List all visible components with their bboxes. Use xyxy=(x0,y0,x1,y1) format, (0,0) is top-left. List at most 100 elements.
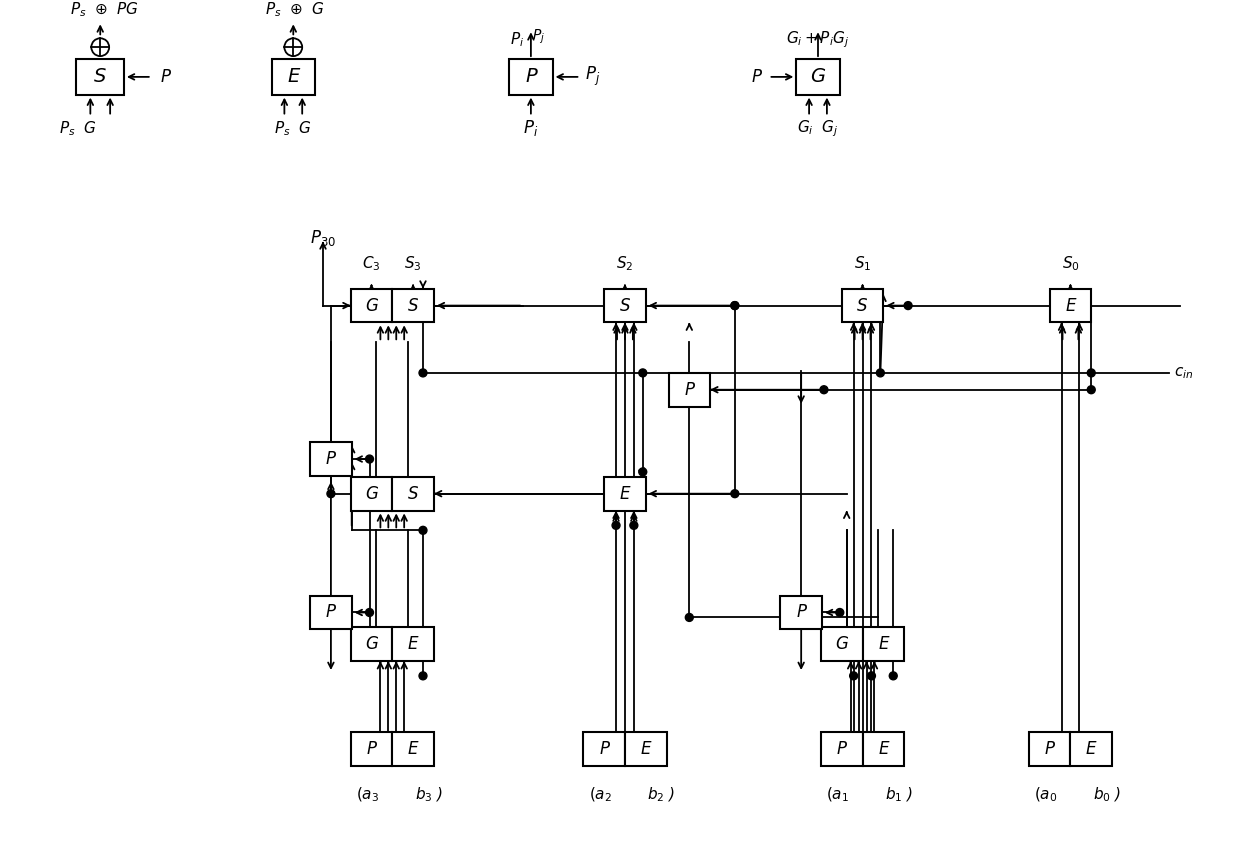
Text: S: S xyxy=(408,484,419,503)
Bar xyxy=(271,59,315,94)
Circle shape xyxy=(685,613,694,621)
Circle shape xyxy=(890,672,897,679)
Bar xyxy=(821,732,862,766)
Circle shape xyxy=(629,521,638,529)
Bar xyxy=(862,732,904,766)
Bar xyxy=(393,627,434,661)
Text: $P$: $P$ xyxy=(751,68,763,86)
Text: S: S xyxy=(94,67,107,87)
Text: $(a_3$: $(a_3$ xyxy=(356,785,379,804)
Text: E: E xyxy=(620,484,631,503)
Text: S: S xyxy=(620,296,631,314)
Text: E: E xyxy=(641,740,650,758)
Text: $P_j$: $P_j$ xyxy=(585,65,600,88)
Text: $(a_2$: $(a_2$ xyxy=(589,785,612,804)
Text: G: G xyxy=(366,635,378,653)
Text: $c_{in}$: $c_{in}$ xyxy=(1175,365,1193,381)
Text: E: E xyxy=(878,740,888,758)
Circle shape xyxy=(92,39,109,56)
Text: E: E xyxy=(408,740,419,758)
Text: $P_s$: $P_s$ xyxy=(265,0,281,19)
Bar xyxy=(77,59,124,94)
Circle shape xyxy=(285,39,302,56)
Bar xyxy=(393,732,434,766)
Text: E: E xyxy=(878,635,888,653)
Text: P: P xyxy=(367,740,377,758)
Text: $b_0$ ): $b_0$ ) xyxy=(1093,785,1121,804)
Text: $P_i$: $P_i$ xyxy=(510,30,524,49)
Text: $P_s$  $G$: $P_s$ $G$ xyxy=(274,119,312,137)
Circle shape xyxy=(731,490,738,497)
Bar xyxy=(393,477,434,510)
Text: E: E xyxy=(1066,296,1075,314)
Text: P: P xyxy=(836,740,846,758)
Text: $b_1$ ): $b_1$ ) xyxy=(885,785,913,804)
Circle shape xyxy=(366,608,373,617)
Bar xyxy=(393,289,434,322)
Text: $\oplus$  $PG$: $\oplus$ $PG$ xyxy=(94,2,139,17)
Text: P: P xyxy=(1044,740,1054,758)
Text: $b_2$ ): $b_2$ ) xyxy=(648,785,675,804)
Text: P: P xyxy=(326,450,336,468)
Text: P: P xyxy=(326,604,336,622)
Bar xyxy=(351,627,393,661)
Text: E: E xyxy=(287,67,300,87)
Bar xyxy=(351,477,393,510)
Bar xyxy=(310,442,352,476)
Text: E: E xyxy=(1087,740,1097,758)
Text: P: P xyxy=(525,67,536,87)
Text: $S_0$: $S_0$ xyxy=(1062,254,1079,273)
Bar xyxy=(509,59,553,94)
Text: P: P xyxy=(797,604,807,622)
Bar xyxy=(1049,289,1092,322)
Bar xyxy=(351,289,393,322)
Bar xyxy=(584,732,624,766)
Circle shape xyxy=(867,672,876,679)
Circle shape xyxy=(366,455,373,463)
Bar xyxy=(351,732,393,766)
Circle shape xyxy=(876,369,885,377)
Text: $S_2$: $S_2$ xyxy=(616,254,633,273)
Circle shape xyxy=(419,672,427,679)
Text: $P_i$: $P_i$ xyxy=(523,119,539,138)
Circle shape xyxy=(419,527,427,534)
Circle shape xyxy=(639,369,647,377)
Circle shape xyxy=(1088,369,1095,377)
Text: P: P xyxy=(600,740,610,758)
Text: $P_s$  $G$: $P_s$ $G$ xyxy=(59,119,98,137)
Text: $(a_1$: $(a_1$ xyxy=(826,785,849,804)
Bar xyxy=(669,373,710,406)
Bar xyxy=(624,732,667,766)
Bar xyxy=(1028,732,1070,766)
Circle shape xyxy=(820,386,828,393)
Text: G: G xyxy=(366,296,378,314)
Text: E: E xyxy=(408,635,419,653)
Bar xyxy=(310,595,352,630)
Text: $(a_0$: $(a_0$ xyxy=(1035,785,1057,804)
Text: S: S xyxy=(857,296,867,314)
Text: $G_i + P_i G_j$: $G_i + P_i G_j$ xyxy=(787,29,850,50)
Circle shape xyxy=(612,521,620,529)
Circle shape xyxy=(850,672,857,679)
Bar xyxy=(605,289,646,322)
Text: G: G xyxy=(366,484,378,503)
Bar xyxy=(781,595,821,630)
Circle shape xyxy=(731,302,738,309)
Text: $S_3$: $S_3$ xyxy=(404,254,421,273)
Circle shape xyxy=(327,490,335,497)
Text: G: G xyxy=(810,67,825,87)
Text: $P_s$: $P_s$ xyxy=(71,0,87,19)
Text: $b_3$ ): $b_3$ ) xyxy=(415,785,444,804)
Bar xyxy=(1070,732,1113,766)
Bar xyxy=(862,627,904,661)
Text: P: P xyxy=(684,381,694,399)
Text: $\oplus$  $G$: $\oplus$ $G$ xyxy=(290,2,325,17)
Text: $C_3$: $C_3$ xyxy=(362,254,380,273)
Circle shape xyxy=(639,468,647,476)
Text: $S_1$: $S_1$ xyxy=(854,254,871,273)
Bar xyxy=(841,289,883,322)
Text: $G_i$  $G_j$: $G_i$ $G_j$ xyxy=(797,118,839,138)
Circle shape xyxy=(419,369,427,377)
Bar xyxy=(797,59,840,94)
Text: $P$: $P$ xyxy=(160,68,171,86)
